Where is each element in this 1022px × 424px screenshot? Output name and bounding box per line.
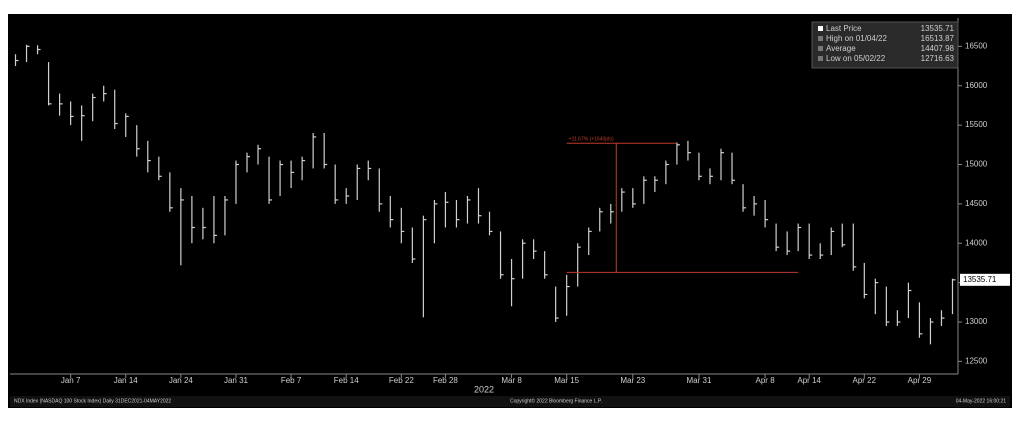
chart-background: [8, 14, 1012, 408]
last-price-label: 13535.71: [963, 275, 997, 284]
x-tick-label: Feb 14: [334, 376, 359, 385]
y-tick-label: 16000: [965, 81, 988, 90]
x-tick-label: Jan 24: [169, 376, 194, 385]
footer-left: NDX Index (NASDAQ 100 Stock Index) Daily…: [14, 398, 171, 404]
legend-marker: [818, 26, 823, 31]
x-axis-label: 2022: [474, 384, 494, 394]
legend-label: Last Price: [826, 24, 862, 33]
x-tick-label: Apr 29: [908, 376, 932, 385]
footer-bar: [10, 396, 1010, 407]
x-tick-label: Mar 15: [554, 376, 579, 385]
x-tick-label: Jan 7: [61, 376, 81, 385]
legend-label: Low on 05/02/22: [826, 54, 886, 63]
x-tick-label: Mar 23: [620, 376, 645, 385]
y-tick-label: 16500: [965, 41, 988, 50]
legend-marker: [818, 36, 823, 41]
x-tick-label: Feb 7: [281, 376, 302, 385]
legend-label: High on 01/04/22: [826, 34, 887, 43]
legend-marker: [818, 46, 823, 51]
x-tick-label: Mar 8: [501, 376, 522, 385]
last-price-tag: [960, 273, 1010, 286]
legend-value: 13535.71: [921, 24, 955, 33]
x-tick-label: Feb 22: [389, 376, 414, 385]
footer-center: Copyright© 2022 Bloomberg Finance L.P.: [510, 397, 602, 404]
legend-value: 16513.87: [921, 34, 955, 43]
x-tick-label: Apr 14: [797, 376, 821, 385]
annotation-text: +11.67% (+1640pts): [569, 137, 614, 143]
footer-right: 04-May-2022 16:00:21: [956, 398, 1007, 404]
x-tick-label: Feb 28: [433, 376, 458, 385]
y-tick-label: 15500: [965, 120, 988, 129]
x-tick-label: Mar 31: [687, 376, 712, 385]
x-tick-label: Apr 22: [853, 376, 877, 385]
y-tick-label: 13000: [965, 317, 988, 326]
x-tick-label: Jan 14: [114, 376, 139, 385]
y-tick-label: 14000: [965, 238, 988, 247]
legend-label: Average: [826, 44, 856, 53]
x-tick-label: Apr 8: [756, 376, 776, 385]
y-tick-label: 12500: [965, 357, 988, 366]
y-tick-label: 15000: [965, 160, 988, 169]
legend-marker: [818, 56, 823, 61]
y-tick-label: 14500: [965, 199, 988, 208]
legend-box: [811, 21, 959, 69]
legend-value: 12716.63: [921, 54, 955, 63]
x-tick-label: Jan 31: [224, 376, 249, 385]
legend-value: 14407.98: [921, 44, 955, 53]
